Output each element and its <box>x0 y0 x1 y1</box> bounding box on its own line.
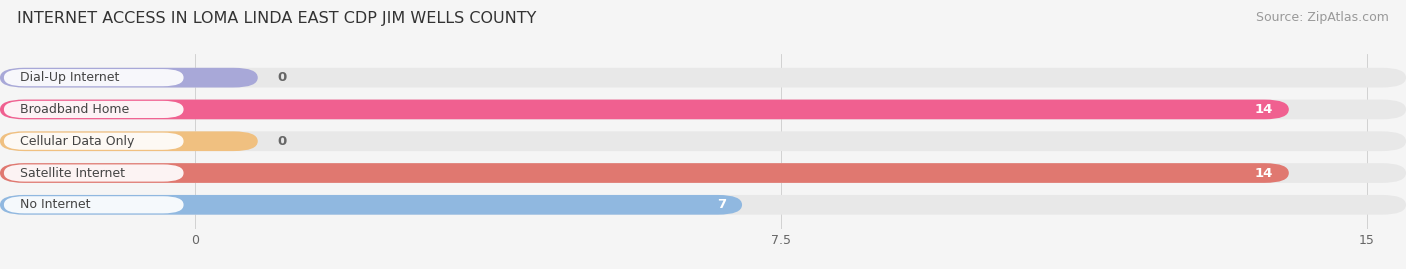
FancyBboxPatch shape <box>4 101 184 118</box>
FancyBboxPatch shape <box>0 68 1406 87</box>
Text: Satellite Internet: Satellite Internet <box>20 167 125 179</box>
Text: Cellular Data Only: Cellular Data Only <box>20 135 134 148</box>
FancyBboxPatch shape <box>0 131 1406 151</box>
Text: 14: 14 <box>1254 167 1274 179</box>
Text: Broadband Home: Broadband Home <box>20 103 129 116</box>
FancyBboxPatch shape <box>0 195 742 215</box>
FancyBboxPatch shape <box>0 163 1406 183</box>
FancyBboxPatch shape <box>0 100 1289 119</box>
FancyBboxPatch shape <box>4 69 184 86</box>
Text: No Internet: No Internet <box>20 198 90 211</box>
Text: 0: 0 <box>277 71 287 84</box>
Text: Source: ZipAtlas.com: Source: ZipAtlas.com <box>1256 11 1389 24</box>
FancyBboxPatch shape <box>0 68 257 87</box>
Text: INTERNET ACCESS IN LOMA LINDA EAST CDP JIM WELLS COUNTY: INTERNET ACCESS IN LOMA LINDA EAST CDP J… <box>17 11 536 26</box>
FancyBboxPatch shape <box>0 100 1406 119</box>
FancyBboxPatch shape <box>4 164 184 182</box>
FancyBboxPatch shape <box>0 131 257 151</box>
FancyBboxPatch shape <box>0 195 1406 215</box>
FancyBboxPatch shape <box>4 196 184 213</box>
Text: 7: 7 <box>717 198 727 211</box>
FancyBboxPatch shape <box>4 133 184 150</box>
Text: Dial-Up Internet: Dial-Up Internet <box>20 71 120 84</box>
Text: 0: 0 <box>277 135 287 148</box>
FancyBboxPatch shape <box>0 163 1289 183</box>
Text: 14: 14 <box>1254 103 1274 116</box>
